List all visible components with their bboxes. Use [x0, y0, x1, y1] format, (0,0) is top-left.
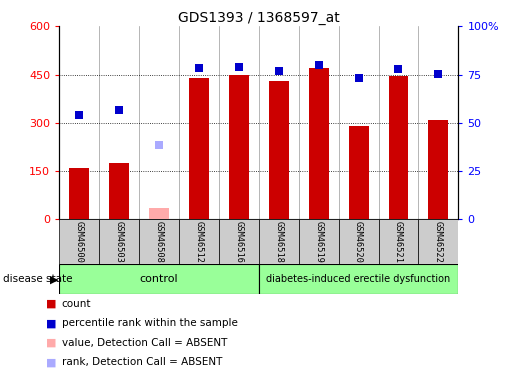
Bar — [418, 219, 458, 264]
Text: GSM46503: GSM46503 — [115, 221, 124, 263]
Point — [195, 65, 203, 71]
Bar — [139, 219, 179, 264]
Text: GSM46522: GSM46522 — [434, 221, 443, 263]
Bar — [388, 76, 408, 219]
Title: GDS1393 / 1368597_at: GDS1393 / 1368597_at — [178, 11, 340, 25]
Point — [315, 62, 323, 68]
Text: control: control — [140, 274, 178, 284]
Text: GSM46516: GSM46516 — [234, 221, 243, 263]
Point — [115, 107, 123, 113]
Point — [235, 64, 243, 70]
Point — [434, 71, 442, 77]
Bar — [259, 264, 458, 294]
Text: GSM46520: GSM46520 — [354, 221, 363, 263]
Text: disease state: disease state — [3, 274, 72, 284]
Bar — [308, 68, 329, 219]
Point — [155, 142, 163, 148]
Text: GSM46512: GSM46512 — [195, 221, 203, 263]
Bar — [219, 219, 259, 264]
Text: ■: ■ — [46, 299, 57, 309]
Bar — [99, 219, 139, 264]
Bar — [229, 75, 249, 219]
Bar — [259, 219, 299, 264]
Text: ■: ■ — [46, 338, 57, 348]
Text: diabetes-induced erectile dysfunction: diabetes-induced erectile dysfunction — [266, 274, 451, 284]
Bar — [179, 219, 219, 264]
Bar — [269, 81, 289, 219]
Point — [274, 68, 283, 74]
Bar — [59, 219, 99, 264]
Text: GSM46508: GSM46508 — [154, 221, 163, 263]
Text: percentile rank within the sample: percentile rank within the sample — [62, 318, 238, 328]
Bar — [109, 163, 129, 219]
Text: GSM46518: GSM46518 — [274, 221, 283, 263]
Point — [394, 66, 403, 72]
Text: rank, Detection Call = ABSENT: rank, Detection Call = ABSENT — [62, 357, 222, 367]
Bar — [339, 219, 379, 264]
Bar — [59, 264, 259, 294]
Text: GSM46500: GSM46500 — [75, 221, 83, 263]
Text: GSM46519: GSM46519 — [314, 221, 323, 263]
Text: ■: ■ — [46, 357, 57, 367]
Text: value, Detection Call = ABSENT: value, Detection Call = ABSENT — [62, 338, 227, 348]
Bar — [149, 208, 169, 219]
Text: ■: ■ — [46, 318, 57, 328]
Bar — [69, 168, 89, 219]
Text: GSM46521: GSM46521 — [394, 221, 403, 263]
Text: ▶: ▶ — [50, 274, 59, 284]
Bar — [349, 126, 369, 219]
Bar — [189, 78, 209, 219]
Bar — [428, 120, 449, 219]
Bar — [379, 219, 418, 264]
Point — [75, 112, 83, 118]
Bar — [299, 219, 339, 264]
Point — [354, 75, 363, 81]
Text: count: count — [62, 299, 91, 309]
